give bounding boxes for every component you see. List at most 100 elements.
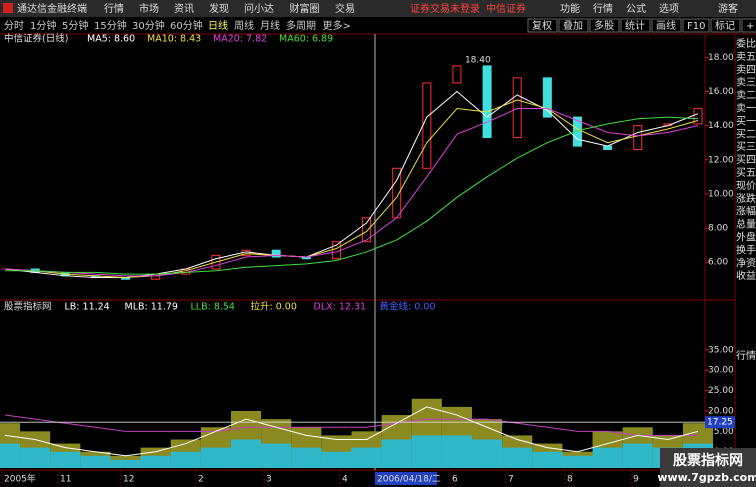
toolbar-button[interactable]	[710, 18, 741, 33]
quote-field[interactable]: 买四	[736, 154, 756, 166]
toolbar-button-label[interactable]: 统计	[625, 19, 645, 32]
menu-item[interactable]: 公式	[626, 2, 646, 15]
quote-field[interactable]: 卖五	[736, 51, 756, 63]
menu-item[interactable]: 问小达	[244, 2, 274, 15]
menu-item[interactable]: 行情	[104, 2, 124, 15]
menu-item[interactable]: 财富圈	[290, 2, 320, 15]
y-tick-label: 14.00	[708, 121, 734, 131]
period-tab[interactable]: 1分钟	[30, 19, 56, 32]
toolbar-button[interactable]	[741, 18, 756, 33]
quote-field[interactable]: 外盘	[736, 231, 756, 244]
period-tab[interactable]: 30分钟	[132, 19, 165, 32]
y-tick-label: 35.00	[708, 345, 734, 355]
toolbar-button-label[interactable]: 画线	[656, 19, 676, 32]
menu-item[interactable]: 交易	[335, 2, 355, 15]
quote-field[interactable]: 换手	[736, 243, 756, 256]
candle	[512, 77, 522, 139]
line-series	[4, 90, 699, 279]
candle	[362, 217, 372, 243]
toolbar-button-label[interactable]: 复权	[532, 19, 552, 32]
quote-field[interactable]: 卖四	[736, 64, 756, 76]
menu-item[interactable]: 资讯	[174, 3, 194, 15]
bar	[562, 455, 593, 468]
quote-field[interactable]: 收益	[736, 269, 756, 282]
toolbar	[0, 17, 756, 34]
y-tick-label: 8.00	[708, 224, 728, 234]
bar	[140, 455, 171, 468]
menu-item[interactable]: 发现	[209, 2, 229, 15]
period-tab[interactable]: 5分钟	[62, 19, 88, 32]
quote-field[interactable]: 买二	[736, 128, 756, 140]
price-annotation: 18.40	[465, 55, 491, 65]
toolbar-button[interactable]	[620, 18, 651, 33]
quote-field[interactable]: 净资	[736, 256, 756, 269]
broker: 中信证券	[486, 2, 526, 15]
quote-field[interactable]: 买三	[736, 141, 756, 153]
menu-item[interactable]: 行情	[593, 2, 613, 15]
toolbar-button-label[interactable]: 叠加	[563, 20, 583, 32]
bar	[441, 435, 473, 468]
y-tick-label: 10.00	[708, 189, 734, 199]
menu-item[interactable]: 功能	[560, 2, 580, 15]
toolbar-button-label[interactable]: 多股	[594, 19, 614, 32]
toolbar-button[interactable]	[682, 18, 710, 33]
quote-field[interactable]: 卖一	[736, 103, 756, 115]
period-tab[interactable]: 月线	[260, 19, 280, 32]
quote-field[interactable]: 总量	[736, 218, 756, 231]
bar	[472, 439, 503, 468]
period-tab[interactable]: 周线	[234, 19, 254, 32]
legend-item: MA10: 8.43	[147, 34, 201, 45]
toolbar-button[interactable]	[527, 18, 558, 33]
chart-title: 股票指标网	[4, 301, 52, 313]
line-series	[4, 99, 699, 279]
line-series	[4, 414, 698, 436]
x-tick-label: 6	[452, 475, 458, 485]
chart-title: 中信证券(日线)	[4, 33, 68, 45]
legend-item: 拉升: 0.00	[251, 301, 297, 313]
legend-item: MA20: 7.82	[213, 34, 267, 45]
menu-item[interactable]: 选项	[659, 2, 679, 15]
login-notice: 证券交易未登录	[410, 2, 480, 15]
quote-field[interactable]: 涨幅	[736, 205, 756, 218]
period-tab[interactable]: 分时	[4, 20, 24, 32]
period-tab[interactable]: 日线	[208, 19, 228, 32]
bar	[0, 443, 21, 468]
x-tick-label: 9	[633, 475, 639, 485]
toolbar-button[interactable]	[558, 18, 589, 33]
x-tick-label: 8	[567, 475, 573, 485]
quote-field[interactable]: 买一	[736, 115, 756, 127]
period-tab[interactable]: 多周期	[286, 19, 316, 32]
quote-field[interactable]: 现价	[736, 180, 756, 192]
quote-field[interactable]: 买五	[736, 167, 756, 179]
quote-field[interactable]: 卖三	[736, 77, 756, 89]
legend-item: LB: 11.24	[65, 302, 110, 313]
period-tab[interactable]: 60分钟	[170, 19, 203, 32]
candle	[331, 241, 341, 260]
x-tick-label: 2005年	[4, 473, 36, 485]
watermark-bg	[660, 448, 756, 487]
period-tab[interactable]: 更多>	[323, 19, 351, 32]
bar	[592, 447, 623, 468]
toolbar-button-label[interactable]: 标记	[715, 20, 735, 32]
x-tick-label: 7	[508, 475, 514, 485]
user[interactable]: 游客	[718, 2, 738, 15]
toolbar-button-label[interactable]: +自选	[746, 19, 756, 32]
legend-item: MLB: 11.79	[125, 302, 178, 313]
candle	[211, 254, 221, 270]
candle	[271, 249, 281, 258]
menu-item[interactable]: 市场	[139, 2, 159, 15]
quote-field[interactable]: 涨跌	[736, 192, 756, 205]
toolbar-button[interactable]	[589, 18, 620, 33]
toolbar-button[interactable]	[651, 18, 682, 33]
watermark-title: 股票指标网	[673, 452, 743, 469]
bar	[622, 443, 653, 468]
bar	[230, 439, 262, 468]
quote-field[interactable]: 卖二	[736, 90, 756, 102]
period-tab[interactable]: 15分钟	[94, 19, 127, 32]
y-tick-label: 30.00	[708, 366, 734, 376]
x-highlight	[375, 472, 437, 485]
quote-field[interactable]: 委比	[736, 37, 756, 50]
panel-tab[interactable]: 行情	[736, 349, 756, 362]
toolbar-button-label[interactable]: F10	[687, 21, 705, 32]
menu-bar	[0, 0, 756, 17]
